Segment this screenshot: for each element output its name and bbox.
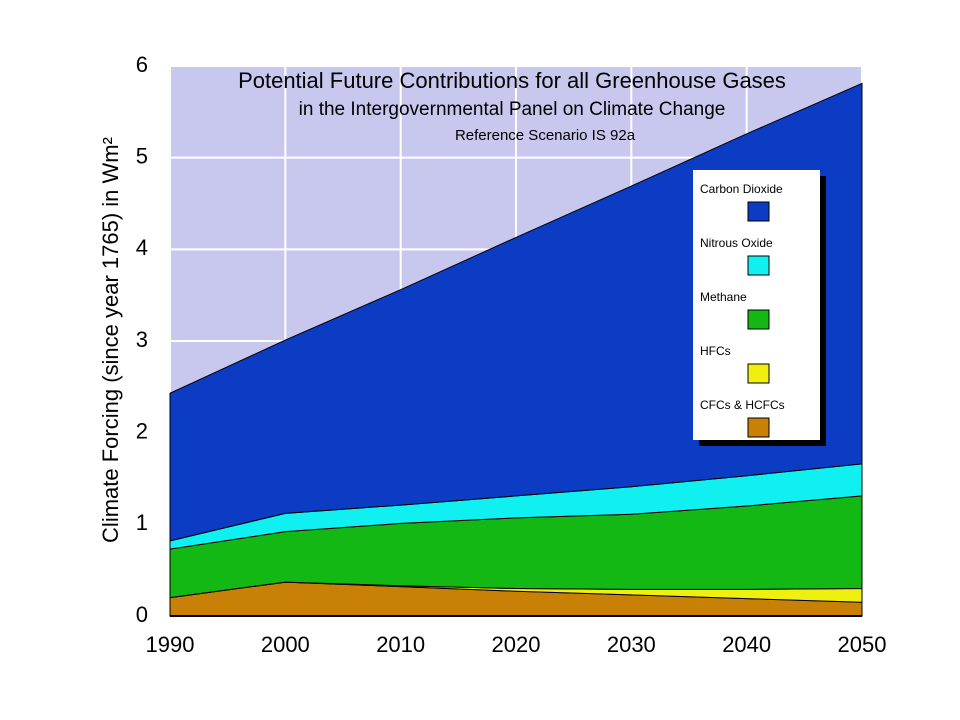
- x-tick-label: 2020: [492, 632, 541, 657]
- legend-label: CFCs & HCFCs: [700, 398, 785, 412]
- legend-swatch: [747, 417, 770, 438]
- legend-swatch: [747, 201, 770, 222]
- y-tick-label: 6: [136, 52, 148, 77]
- x-tick-label: 2000: [261, 632, 310, 657]
- legend-swatch: [747, 363, 770, 384]
- legend-swatch: [747, 309, 770, 330]
- y-tick-label: 5: [136, 143, 148, 168]
- y-axis-label: Climate Forcing (since year 1765) in Wm²: [98, 137, 123, 543]
- chart-note: Reference Scenario IS 92a: [455, 127, 636, 144]
- x-tick-label: 1990: [146, 632, 195, 657]
- y-tick-label: 1: [136, 510, 148, 535]
- y-tick-label: 2: [136, 418, 148, 443]
- legend-swatch: [747, 255, 770, 276]
- x-tick-label: 2050: [838, 632, 887, 657]
- area: [169, 82, 863, 542]
- chart-title: Potential Future Contributions for all G…: [238, 68, 786, 93]
- x-tick-label: 2040: [722, 632, 771, 657]
- legend-label: Carbon Dioxide: [700, 182, 783, 196]
- y-tick-label: 4: [136, 235, 148, 260]
- y-tick-label: 3: [136, 327, 148, 352]
- y-tick-label: 0: [136, 602, 148, 627]
- x-tick-label: 2030: [607, 632, 656, 657]
- legend-label: Nitrous Oxide: [700, 236, 773, 250]
- legend-label: Methane: [700, 290, 747, 304]
- x-tick-label: 2010: [376, 632, 425, 657]
- chart-subtitle: in the Intergovernmental Panel on Climat…: [299, 99, 726, 120]
- legend-label: HFCs: [700, 344, 731, 358]
